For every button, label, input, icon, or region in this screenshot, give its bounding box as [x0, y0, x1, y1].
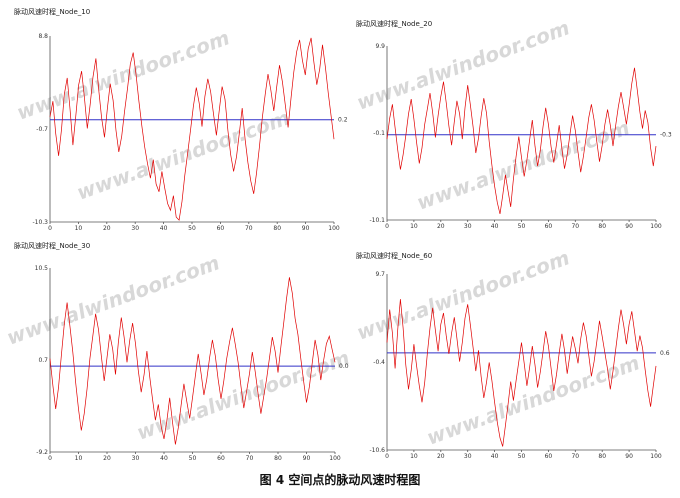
x-tick-label: 60 [217, 225, 225, 232]
x-tick-label: 10 [410, 223, 418, 230]
x-tick-label: 0 [385, 223, 389, 230]
x-tick-label: 30 [464, 453, 472, 460]
y-tick-label: -10.6 [369, 447, 385, 454]
x-tick-label: 90 [302, 225, 310, 232]
x-tick-label: 30 [132, 455, 140, 462]
x-tick-label: 80 [273, 225, 281, 232]
watermark-text: www.alwindoor.com [424, 350, 643, 449]
y-tick-label: 9.9 [375, 43, 385, 50]
chart-title: 脉动风速时程_Node_10 [14, 7, 90, 16]
x-tick-label: 10 [410, 453, 418, 460]
x-tick-label: 80 [598, 453, 606, 460]
y-tick-label: -9.2 [36, 449, 48, 456]
x-tick-label: 70 [245, 225, 253, 232]
x-tick-label: 90 [625, 453, 633, 460]
x-tick-label: 30 [464, 223, 472, 230]
y-tick-label: -0.7 [36, 126, 48, 133]
x-tick-label: 0 [385, 453, 389, 460]
watermark-layer: www.alwindoor.com www.alwindoor.com www.… [4, 15, 643, 449]
y-tick-label: 10.5 [35, 265, 49, 272]
x-tick-label: 60 [545, 223, 553, 230]
x-tick-label: 40 [491, 453, 499, 460]
x-tick-label: 0 [48, 455, 52, 462]
x-tick-label: 50 [518, 453, 526, 460]
y-tick-label: 8.8 [38, 33, 48, 40]
x-tick-label: 100 [650, 223, 662, 230]
watermark-text: www.alwindoor.com [414, 115, 633, 214]
chart-title: 脉动风速时程_Node_60 [356, 251, 432, 260]
x-tick-label: 40 [160, 225, 168, 232]
x-tick-label: 70 [246, 455, 254, 462]
x-tick-label: 90 [303, 455, 311, 462]
figure-caption: 图 4 空间点的脉动风速时程图 [260, 472, 421, 487]
x-tick-label: 0 [48, 225, 52, 232]
x-tick-label: 80 [274, 455, 282, 462]
y-tick-label: -0.4 [373, 359, 385, 366]
x-tick-label: 60 [545, 453, 553, 460]
panels-group: 脉动风速时程_Node_100 10 20 30 40 50 60 70 80 90 1008.8-… [14, 7, 672, 462]
wind-speed-series-line [49, 277, 336, 445]
wind-speed-series-line [49, 37, 335, 221]
x-tick-label: 70 [571, 223, 579, 230]
x-tick-label: 90 [625, 223, 633, 230]
x-tick-label: 60 [217, 455, 225, 462]
chart-panel-3: 脉动风速时程_Node_30 0 10 20 30 40 50 60 70 80 90 100 10.5… [14, 241, 349, 462]
x-tick-label: 20 [103, 455, 111, 462]
wind-speed-series-line [386, 67, 657, 214]
x-tick-label: 10 [75, 455, 83, 462]
y-tick-label: -0.1 [373, 130, 385, 137]
wind-speed-series-line [386, 299, 657, 447]
watermark-text: www.alwindoor.com [354, 15, 573, 114]
mean-value-label: 0.6 [660, 350, 670, 357]
x-tick-label: 30 [131, 225, 139, 232]
chart-panel-4: 脉动风速时程_Node_60 0 10 20 30 40 50 60 70 80 90 100 9.7 -… [356, 251, 670, 460]
x-tick-label: 20 [437, 223, 445, 230]
y-tick-label: -10.3 [32, 219, 48, 226]
x-tick-label: 80 [598, 223, 606, 230]
x-tick-label: 50 [518, 223, 526, 230]
chart-title: 脉动风速时程_Node_20 [356, 19, 432, 28]
mean-value-label: 0.0 [339, 363, 349, 370]
chart-panel-2: 脉动风速时程_Node_20 0 10 20 30 40 50 60 70 80 90 100 9.9 -… [356, 19, 672, 230]
mean-value-label: -0.3 [660, 132, 672, 139]
x-tick-label: 70 [571, 453, 579, 460]
watermark-text: www.alwindoor.com [134, 345, 353, 444]
y-tick-label: -10.1 [369, 217, 385, 224]
x-tick-label: 100 [650, 453, 662, 460]
x-tick-label: 10 [75, 225, 83, 232]
chart-panel-1: 脉动风速时程_Node_10 0 10 20 30 40 50 60 70 80 90 100 8.8 -… [14, 7, 348, 232]
x-tick-label: 100 [328, 225, 340, 232]
y-tick-label: 0.7 [38, 357, 48, 364]
x-tick-label: 50 [188, 225, 196, 232]
watermark-text: www.alwindoor.com [354, 245, 573, 344]
chart-title: 脉动风速时程_Node_30 [14, 241, 90, 250]
y-tick-label: 9.7 [375, 271, 385, 278]
x-tick-label: 40 [160, 455, 168, 462]
x-tick-label: 100 [329, 455, 341, 462]
x-tick-label: 50 [189, 455, 197, 462]
x-tick-label: 40 [491, 223, 499, 230]
x-tick-label: 20 [437, 453, 445, 460]
x-tick-label: 20 [103, 225, 111, 232]
mean-value-label: 0.2 [338, 117, 348, 124]
